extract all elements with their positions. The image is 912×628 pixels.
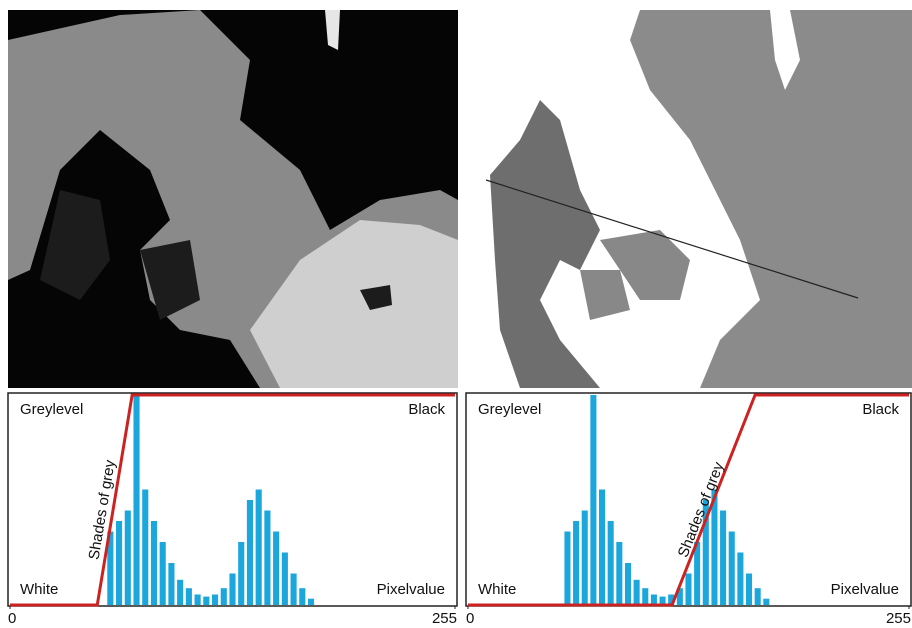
histogram-bar (177, 580, 183, 605)
histogram-bar (291, 574, 297, 606)
histogram-bar (195, 595, 201, 606)
histogram-bar (116, 521, 122, 605)
histogram-bar (168, 563, 174, 605)
histogram-bar (763, 599, 769, 605)
histogram-bar (651, 595, 657, 606)
x-tick-label: 255 (432, 610, 457, 627)
histogram-bar (625, 563, 631, 605)
histogram-bar (582, 511, 588, 606)
histogram-bar (729, 532, 735, 606)
histogram-bar (212, 595, 218, 606)
annotation: White (20, 581, 58, 598)
histogram-bar (125, 511, 131, 606)
histogram-bar (299, 588, 305, 605)
histogram-bar (203, 597, 209, 605)
histogram-bar (608, 521, 614, 605)
x-tick-label: 0 (8, 610, 16, 627)
histogram-bar (685, 574, 691, 606)
histogram-bar (308, 599, 314, 605)
histogram-bar (599, 490, 605, 606)
histogram-bar (221, 588, 227, 605)
histogram-bar (264, 511, 270, 606)
histogram-bar (256, 490, 262, 606)
histogram-bar (694, 542, 700, 605)
figure: GreylevelBlackWhitePixelvalueShades of g… (0, 0, 912, 628)
histogram-bar (238, 542, 244, 605)
histogram-bar (142, 490, 148, 606)
histogram-bar (564, 532, 570, 606)
histogram-bar (229, 574, 235, 606)
histogram-bar (133, 395, 139, 605)
histogram-bar (746, 574, 752, 606)
histogram-bar (573, 521, 579, 605)
annotation: Black (862, 401, 899, 418)
satellite-image-left (8, 10, 458, 388)
histogram-bar (273, 532, 279, 606)
annotation: Black (408, 401, 445, 418)
x-tick-label: 255 (886, 610, 911, 627)
histogram-bar (755, 588, 761, 605)
annotation: White (478, 581, 516, 598)
histogram-bar (737, 553, 743, 606)
histogram-bar (282, 553, 288, 606)
histogram-bar (186, 588, 192, 605)
histogram-bar (616, 542, 622, 605)
x-tick-label: 0 (466, 610, 474, 627)
histogram-bar (151, 521, 157, 605)
annotation: Pixelvalue (377, 581, 445, 598)
histogram-bar (247, 500, 253, 605)
annotation: Greylevel (478, 401, 541, 418)
histogram-bar (720, 511, 726, 606)
histogram-bar (160, 542, 166, 605)
annotation: Greylevel (20, 401, 83, 418)
annotation: Pixelvalue (831, 581, 899, 598)
satellite-image-right (462, 10, 912, 388)
histogram-bar (590, 395, 596, 605)
histogram-bar (634, 580, 640, 605)
histogram-bar (642, 588, 648, 605)
